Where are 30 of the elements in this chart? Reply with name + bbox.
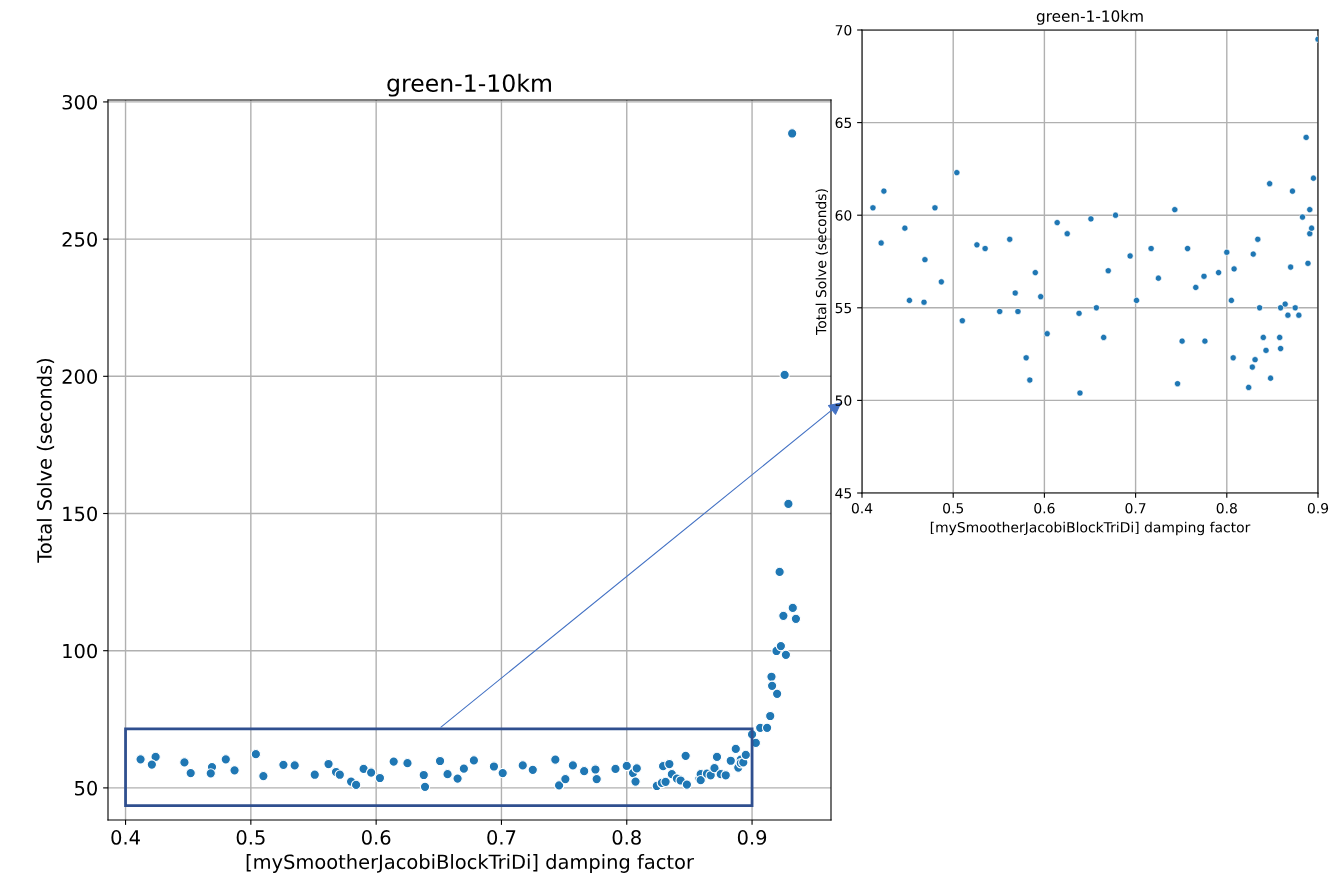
x-tick-label: 0.7 — [1125, 502, 1146, 514]
y-axis-title: Total Solve (seconds) — [815, 189, 828, 335]
x-tick-label: 0.6 — [1034, 502, 1055, 514]
x-tick-label: 0.8 — [612, 830, 641, 845]
x-tick-label: 0.7 — [487, 830, 516, 845]
x-tick-label: 0.8 — [1216, 502, 1237, 514]
y-tick-label: 60 — [835, 210, 852, 221]
x-tick-label: 0.4 — [851, 502, 873, 514]
x-tick-label: 0.4 — [111, 830, 140, 845]
y-tick-label: 250 — [62, 232, 97, 247]
x-tick-label: 0.5 — [236, 830, 265, 845]
y-tick-label: 45 — [835, 488, 852, 499]
x-tick-label: 0.9 — [1307, 502, 1329, 514]
chart-title: green-1-10km — [1036, 10, 1143, 25]
y-tick-label: 55 — [835, 302, 852, 314]
x-axis-title: [mySmootherJacobiBlockTriDi] damping factor — [246, 854, 694, 873]
x-tick-label: 0.6 — [361, 830, 391, 845]
y-tick-label: 50 — [75, 780, 97, 796]
y-tick-label: 200 — [62, 369, 97, 384]
x-tick-label: 0.5 — [943, 502, 964, 514]
chart-title: green-1-10km — [387, 73, 551, 97]
y-axis-title: Total Solve (seconds) — [36, 358, 55, 563]
y-tick-label: 65 — [835, 117, 852, 129]
y-tick-label: 50 — [835, 395, 852, 406]
y-tick-label: 70 — [835, 24, 852, 36]
y-tick-label: 100 — [63, 643, 97, 659]
y-tick-label: 300 — [62, 94, 97, 110]
y-tick-label: 150 — [63, 506, 97, 522]
x-axis-title: [mySmootherJacobiBlockTriDi] damping factor — [930, 521, 1251, 536]
x-tick-label: 0.9 — [737, 830, 767, 845]
